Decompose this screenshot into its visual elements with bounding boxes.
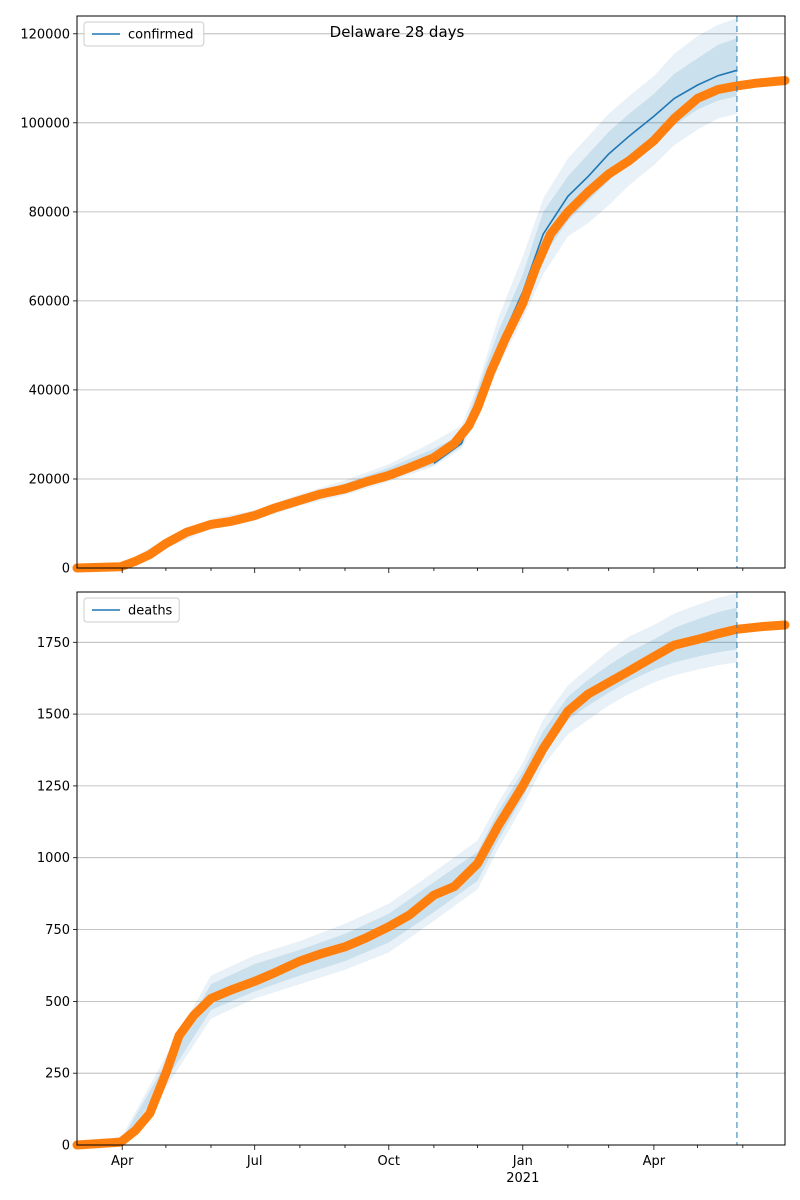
x-tick-label: Jul [246,1154,263,1169]
y-tick-label: 40000 [29,383,70,398]
y-tick-label: 60000 [29,294,70,309]
x-year-label: 2021 [506,1171,539,1186]
x-tick-label: Apr [111,1154,134,1169]
uncertainty-band-inner [77,38,737,569]
uncertainty-band-outer [77,18,737,568]
confirmed-panel: 0 20000 40000 60000 80000 100000 120000 confirm… [20,15,790,577]
y-tick-label: 20000 [29,473,70,488]
legend-box [83,597,180,623]
legend: confirmed [83,21,205,47]
uncertainty-band-inner [77,607,737,1145]
y-tick-label: 750 [45,923,70,938]
y-tick-label: 500 [45,995,70,1010]
legend-label: confirmed [128,28,194,43]
y-tick-label: 250 [45,1067,70,1082]
x-tick-label: Jan [512,1154,533,1169]
legend-label: deaths [128,604,173,619]
x-tick-label: Apr [643,1154,666,1169]
y-tick-label: 1750 [37,636,70,651]
y-tick-label: 1500 [37,708,70,723]
figure-title: Delaware 28 days [330,23,465,41]
observed-series [72,620,790,1150]
axes-frame [76,15,786,569]
y-tick-label: 80000 [29,205,70,220]
y-tick-label: 120000 [20,27,70,42]
x-tick-label: Oct [378,1154,400,1169]
legend: deaths [83,597,180,623]
y-tick-label: 100000 [20,116,70,131]
axes-frame [76,591,786,1146]
legend-box [83,21,205,47]
uncertainty-band-outer [77,593,737,1145]
deaths-panel: 0 250 500 750 1000 1250 1500 1750 Apr Jul Oct Jan Ap… [37,591,790,1186]
observed-series [72,76,790,573]
y-tick-label: 0 [62,562,70,577]
y-tick-label: 1250 [37,779,70,794]
y-tick-label: 1000 [37,851,70,866]
y-tick-label: 0 [62,1139,70,1154]
